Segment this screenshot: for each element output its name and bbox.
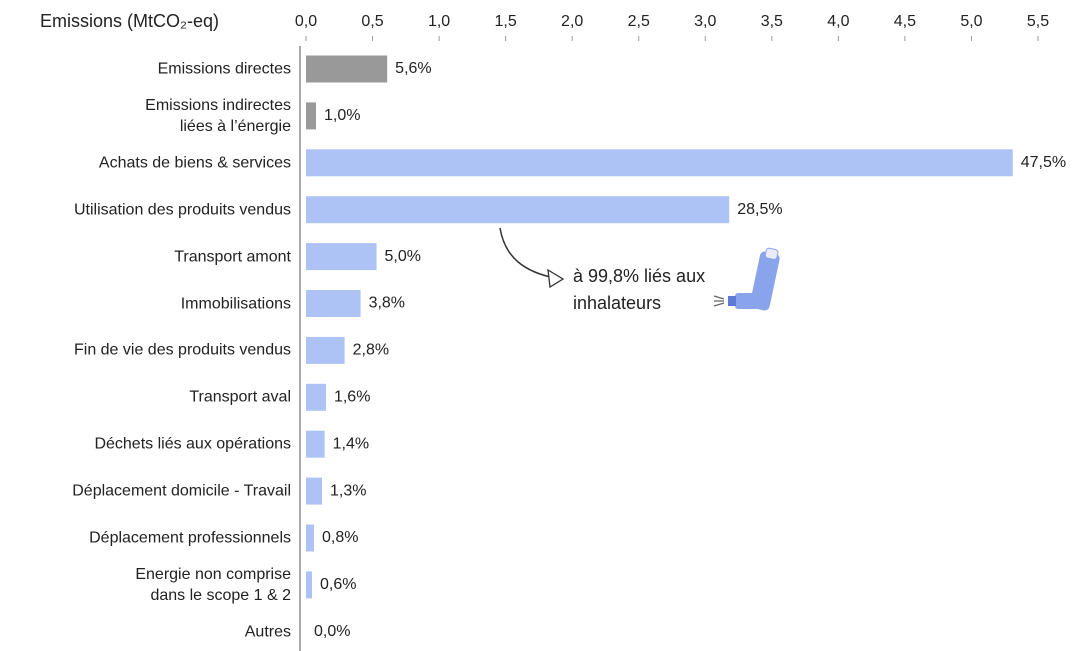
- category-label: Déchets liés aux opérations: [94, 435, 291, 453]
- category-label: Transport amont: [174, 248, 291, 266]
- value-label: 1,6%: [334, 389, 370, 406]
- value-label: 5,0%: [385, 248, 421, 265]
- value-label: 1,4%: [333, 435, 369, 452]
- bar: [306, 55, 388, 83]
- x-tick-label: 4,0: [827, 13, 849, 30]
- value-label: 28,5%: [737, 201, 782, 218]
- x-tick-label: 3,5: [761, 13, 783, 30]
- category-label: Fin de vie des produits vendus: [73, 341, 291, 359]
- x-tick-label: 1,0: [428, 13, 450, 30]
- value-label: 1,3%: [330, 482, 366, 499]
- x-tick-label: 3,0: [694, 13, 716, 30]
- category-label: Emissions directes: [157, 60, 291, 78]
- bar: [306, 149, 1013, 177]
- category-label: Achats de biens & services: [98, 154, 291, 172]
- bar: [306, 571, 312, 599]
- annotation: à 99,8% liés aux inhalateurs: [573, 266, 706, 313]
- x-tick-label: 1,5: [495, 13, 517, 30]
- value-label: 0,6%: [320, 576, 356, 593]
- x-tick-label: 5,0: [960, 13, 982, 30]
- x-tick-label: 4,5: [894, 13, 916, 30]
- value-label: 0,0%: [314, 623, 350, 640]
- value-label: 5,6%: [395, 60, 431, 77]
- category-label: Déplacement professionnels: [89, 529, 291, 547]
- bar: [306, 243, 377, 271]
- value-label: 0,8%: [322, 529, 358, 546]
- category-label: Emissions indirectes liées à l’énergie: [145, 96, 291, 135]
- chart-title: Emissions (MtCO₂-eq): [40, 11, 219, 31]
- x-tick-label: 2,0: [561, 13, 583, 30]
- bar: [306, 477, 322, 505]
- category-label: Utilisation des produits vendus: [73, 201, 291, 219]
- annotation-arrow: [499, 227, 556, 279]
- bar: [306, 430, 325, 458]
- bar: [306, 102, 316, 130]
- bar: [306, 290, 361, 317]
- x-tick-label: 5,5: [1027, 13, 1049, 30]
- inhaler-icon: [713, 247, 780, 311]
- value-label: 47,5%: [1021, 154, 1066, 171]
- category-label: Déplacement domicile - Travail: [72, 482, 291, 500]
- category-label: Transport aval: [189, 388, 291, 406]
- arrow-head: [547, 268, 565, 289]
- bar: [306, 383, 326, 411]
- bar: [306, 336, 345, 364]
- value-label: 3,8%: [369, 295, 405, 312]
- bar: [306, 196, 730, 224]
- x-tick-label: 0,0: [295, 13, 317, 30]
- category-label: Autres: [244, 623, 291, 641]
- x-tick-label: 2,5: [628, 13, 650, 30]
- category-label: Immobilisations: [180, 295, 291, 312]
- x-tick-label: 0,5: [361, 13, 383, 30]
- bar: [306, 524, 314, 552]
- value-label: 2,8%: [353, 342, 389, 359]
- value-label: 1,0%: [324, 107, 360, 124]
- category-label: Energie non comprise dans le scope 1 & 2: [135, 565, 291, 604]
